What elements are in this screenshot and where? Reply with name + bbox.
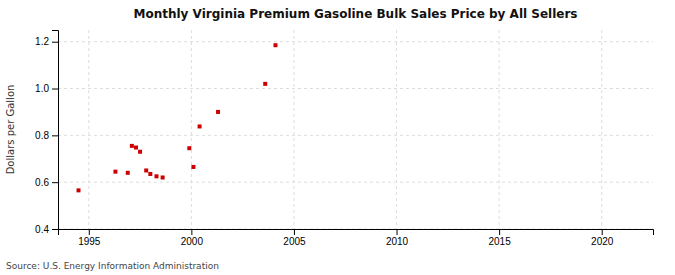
y-tick: 1.0	[35, 83, 58, 94]
x-tick: 2020	[591, 229, 614, 247]
point	[154, 174, 158, 178]
y-tick-label: 0.6	[35, 177, 49, 188]
y-grid-line	[58, 135, 653, 136]
y-grid-line	[58, 88, 653, 89]
y-tick: 0.8	[35, 130, 58, 141]
source-note: Source: U.S. Energy Information Administ…	[6, 261, 219, 271]
y-tick-label: 1.2	[35, 36, 49, 47]
x-tick-label: 2015	[488, 236, 511, 247]
x-grid-line	[601, 30, 602, 229]
x-grid-line	[88, 30, 89, 229]
x-tick-mark	[191, 229, 192, 235]
title: Monthly Virginia Premium Gasoline Bulk S…	[134, 7, 578, 21]
x-tick: 2010	[386, 229, 409, 247]
x-grid-line	[499, 30, 500, 229]
y-tick: 1.2	[35, 36, 58, 47]
point	[263, 82, 267, 86]
x-tick-mark	[89, 229, 90, 235]
x-tick: 2015	[488, 229, 511, 247]
x-tick-label: 2010	[386, 236, 409, 247]
x-tick-label: 2000	[181, 236, 204, 247]
x-grid-line	[396, 30, 397, 229]
y-tick: 0.6	[35, 177, 58, 188]
point	[191, 165, 195, 169]
point	[161, 175, 165, 179]
point	[144, 168, 148, 172]
x-tick-label: 1995	[78, 236, 101, 247]
y-tick: 0.4	[35, 224, 58, 235]
y-grid-line	[58, 182, 653, 183]
x-tick-label: 2005	[283, 236, 306, 247]
x-axis-line	[59, 230, 654, 236]
points	[77, 43, 278, 192]
point	[77, 188, 81, 192]
x-tick: 2005	[283, 229, 306, 247]
y-grid-line	[58, 41, 653, 42]
point	[113, 170, 117, 174]
x-axis: 1995 2000 2005 2010 2015 2020	[59, 229, 654, 247]
point	[148, 172, 152, 176]
x-grid-line	[191, 30, 192, 229]
point	[216, 110, 220, 114]
x-tick-label: 2020	[591, 236, 614, 247]
y-axis-line	[52, 31, 59, 230]
grid	[58, 30, 653, 229]
point	[138, 150, 142, 154]
point	[198, 124, 202, 128]
point	[134, 146, 138, 150]
x-tick-mark	[397, 229, 398, 235]
point	[130, 144, 134, 148]
x-tick: 1995	[78, 229, 101, 247]
y-axis-label: Dollars per Gallon	[5, 85, 16, 175]
point	[187, 146, 191, 150]
y-tick-mark	[52, 42, 58, 43]
point	[273, 43, 277, 47]
y-axis: 0.4 0.6 0.8 1.0 1.2	[35, 31, 58, 235]
y-tick-mark	[52, 182, 58, 183]
plot-area: 1995 2000 2005 2010 2015 2020 0.4 0.6 0.8 1.0 1.2	[35, 30, 653, 247]
x-tick-mark	[602, 229, 603, 235]
x-grid-line	[293, 30, 294, 229]
y-tick-mark	[52, 229, 58, 230]
y-tick-mark	[52, 89, 58, 90]
x-tick-mark	[294, 229, 295, 235]
y-tick-label: 0.4	[35, 224, 49, 235]
x-tick-mark	[499, 229, 500, 235]
x-tick: 2000	[181, 229, 204, 247]
y-tick-mark	[52, 135, 58, 136]
y-tick-label: 1.0	[35, 83, 49, 94]
point	[126, 171, 130, 175]
y-tick-label: 0.8	[35, 130, 49, 141]
chart: 1995 2000 2005 2010 2015 2020 0.4 0.6 0.8 1.0 1.2 M…	[0, 0, 675, 275]
